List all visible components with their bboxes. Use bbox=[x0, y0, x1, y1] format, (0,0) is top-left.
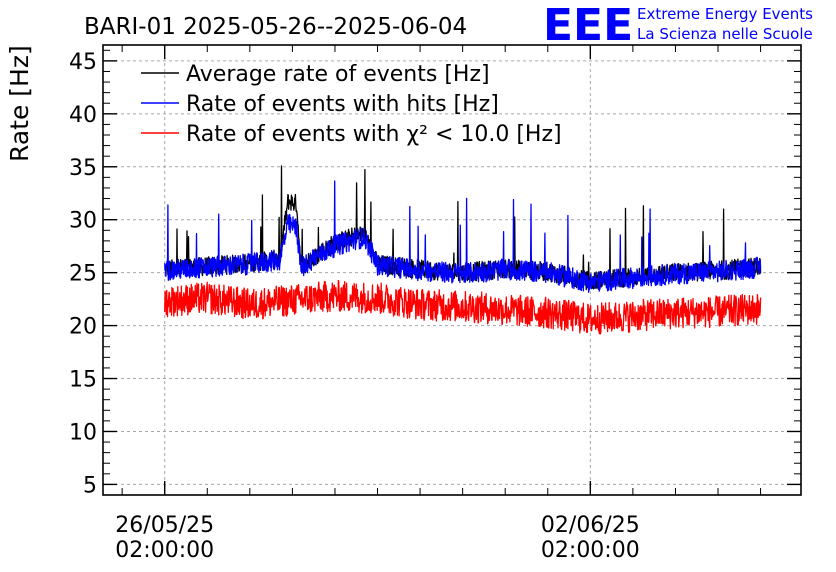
logo-mark: EEE bbox=[543, 0, 633, 51]
y-tick-label: 30 bbox=[69, 209, 97, 234]
eee-logo: EEE Extreme Energy Events La Scienza nel… bbox=[543, 0, 813, 51]
legend-label-0: Average rate of events [Hz] bbox=[186, 62, 490, 87]
logo-line2: La Scienza nelle Scuole bbox=[637, 25, 813, 43]
x-tick-label-time: 02:00:00 bbox=[541, 538, 640, 563]
x-tick-label-time: 02:00:00 bbox=[115, 538, 214, 563]
logo-line1: Extreme Energy Events bbox=[637, 5, 813, 23]
y-tick-label: 10 bbox=[69, 420, 97, 445]
y-axis-label: Rate [Hz] bbox=[5, 45, 34, 162]
legend-label-1: Rate of events with hits [Hz] bbox=[186, 92, 499, 117]
y-tick-label: 35 bbox=[69, 156, 97, 181]
series-line-2 bbox=[164, 279, 762, 335]
plot-frame bbox=[102, 44, 802, 496]
y-tick-label: 25 bbox=[69, 262, 97, 287]
y-tick-label: 5 bbox=[83, 473, 97, 498]
x-tick-label-date: 02/06/25 bbox=[541, 513, 640, 538]
y-tick-label: 15 bbox=[69, 368, 97, 393]
legend-label-2: Rate of events with χ² < 10.0 [Hz] bbox=[186, 122, 562, 147]
series-layer bbox=[164, 165, 762, 335]
axis-ticks: 5101520253035404526/05/2502:00:0002/06/2… bbox=[69, 45, 801, 563]
legend: Average rate of events [Hz] Rate of event… bbox=[141, 62, 562, 147]
chart-title: BARI-01 2025-05-26--2025-06-04 bbox=[84, 14, 467, 40]
x-tick-label-date: 26/05/25 bbox=[115, 513, 214, 538]
y-tick-label: 40 bbox=[69, 103, 97, 128]
y-tick-label: 45 bbox=[69, 50, 97, 75]
series-line-1 bbox=[164, 180, 762, 293]
y-tick-label: 20 bbox=[69, 315, 97, 340]
